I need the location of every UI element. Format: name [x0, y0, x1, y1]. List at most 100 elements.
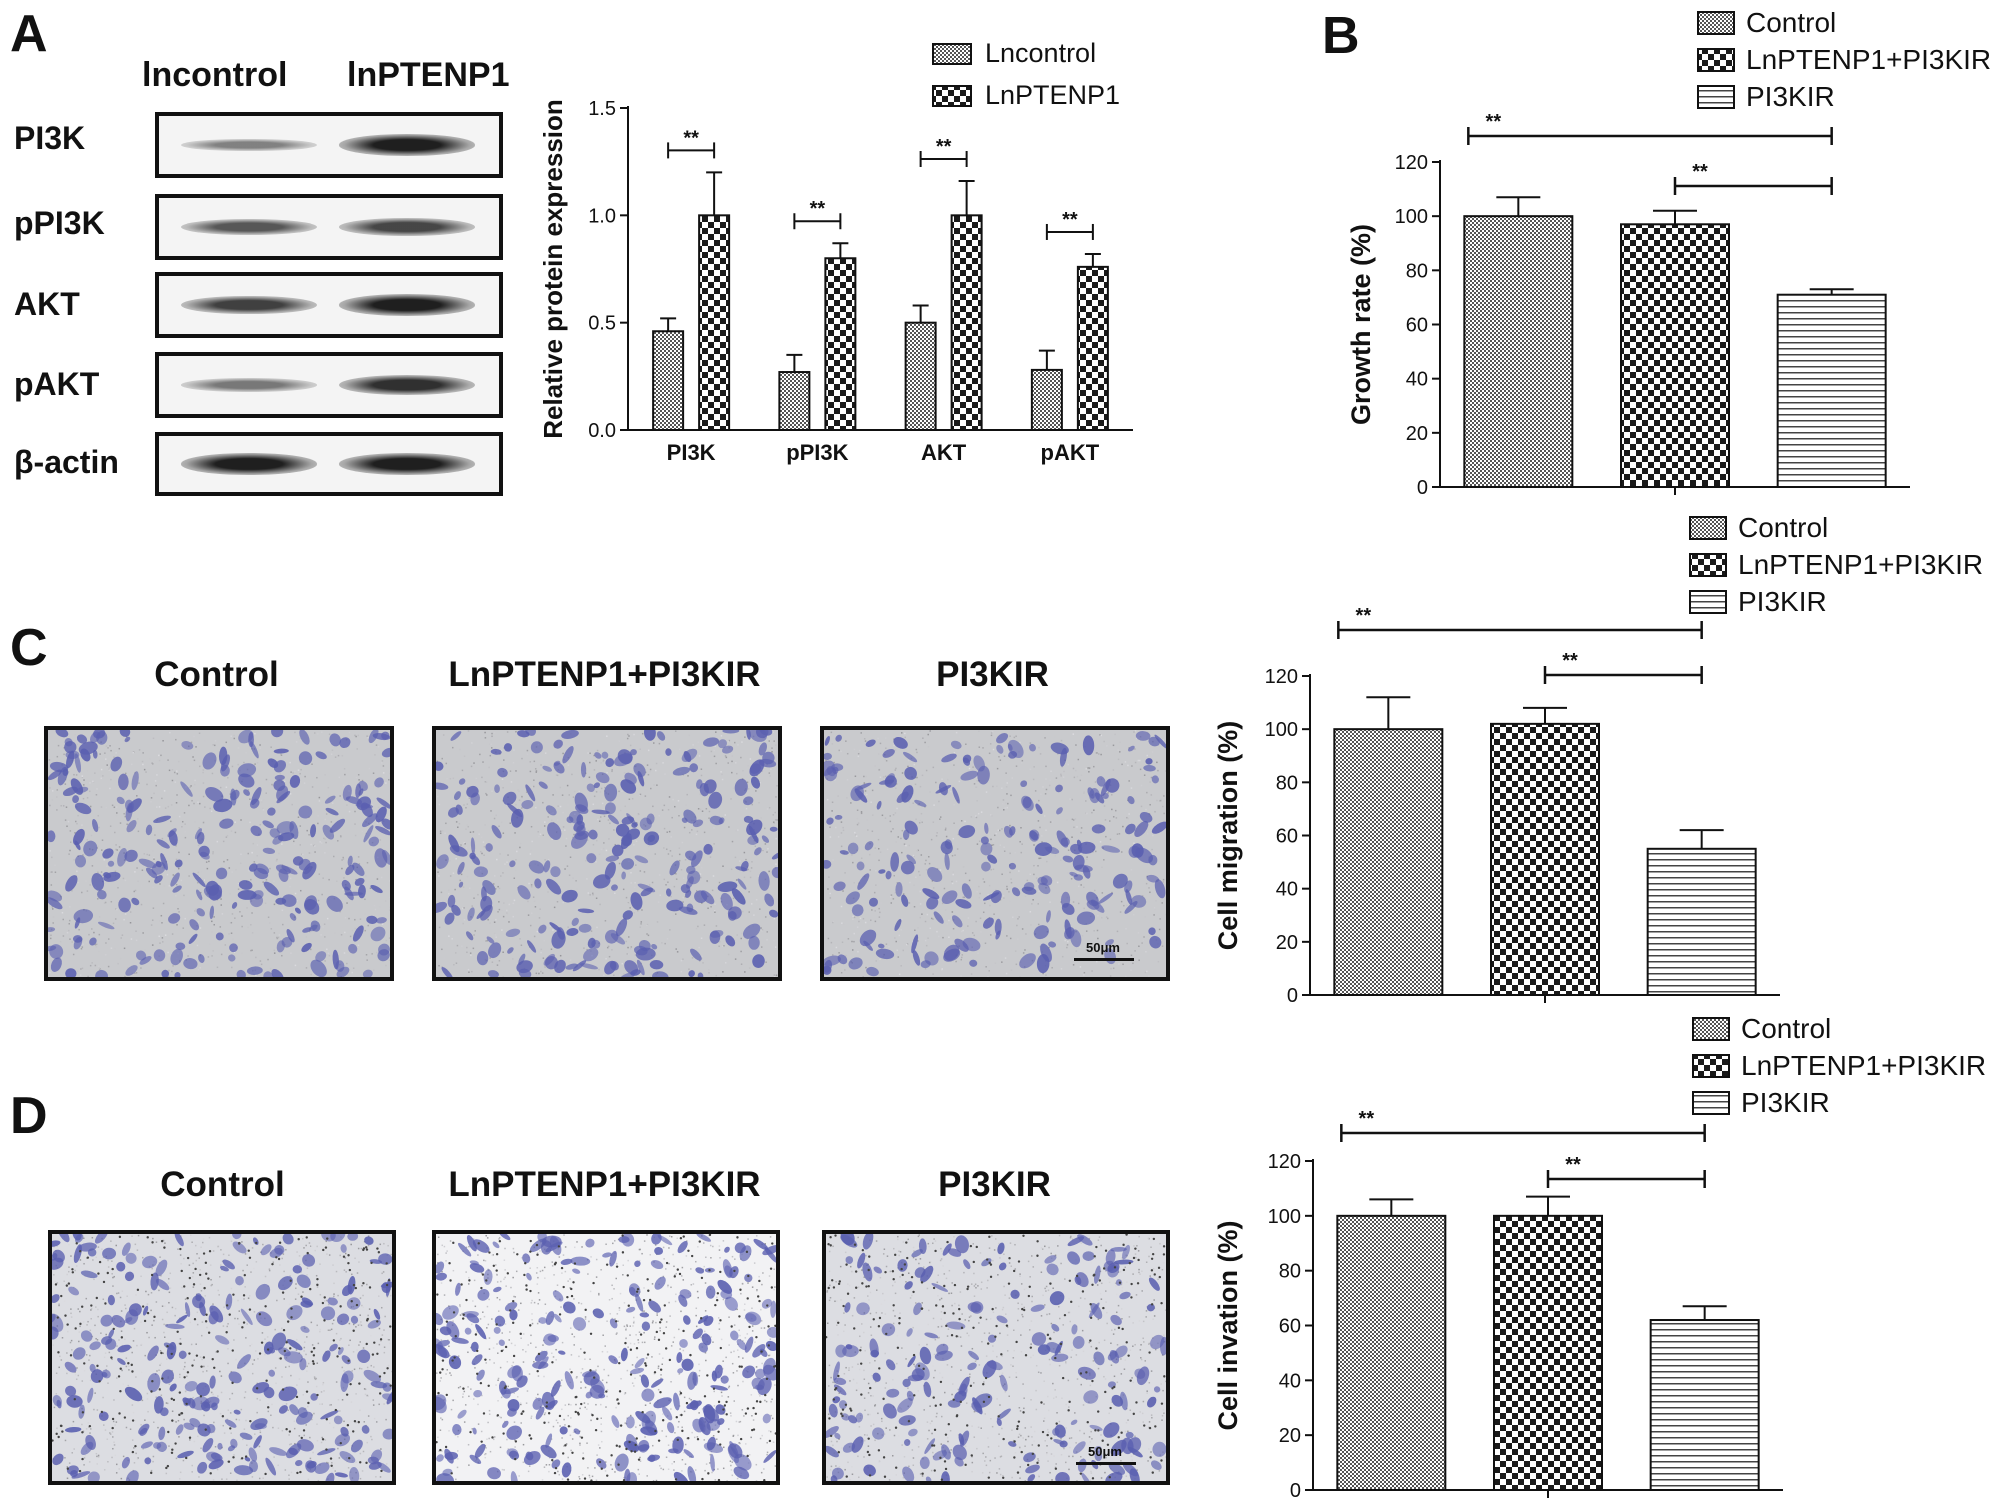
grain-dot: [198, 875, 200, 878]
grain-dot: [324, 960, 326, 962]
grain-dot: [1111, 891, 1113, 894]
grain-dot: [152, 1455, 155, 1458]
grain-dot: [254, 1433, 256, 1435]
grain-dot: [213, 916, 215, 918]
grain-dot: [116, 849, 119, 851]
stained-cell: [1048, 941, 1057, 948]
pore-dot: [352, 1329, 355, 1332]
grain-dot: [1144, 916, 1146, 918]
stained-cell: [480, 904, 493, 921]
grain-dot: [659, 894, 662, 896]
grain-dot: [976, 843, 979, 845]
grain-dot: [175, 738, 177, 741]
grain-dot: [70, 1339, 73, 1342]
grain-dot: [212, 1250, 215, 1252]
grain-dot: [993, 913, 995, 915]
grain-dot: [360, 1321, 362, 1323]
grain-dot: [122, 877, 125, 880]
pore-dot: [180, 1412, 183, 1415]
stained-cell: [586, 853, 597, 864]
pore-dot: [66, 1323, 69, 1326]
grain-dot: [603, 842, 605, 844]
grain-dot: [134, 1243, 137, 1246]
bar: [1646, 847, 1757, 996]
grain-dot: [1088, 771, 1090, 773]
grain-dot: [686, 793, 688, 796]
grain-dot: [115, 908, 117, 910]
grain-dot: [516, 850, 518, 853]
grain-dot: [737, 744, 739, 746]
grain-dot: [732, 787, 735, 790]
grain-dot: [919, 785, 922, 788]
grain-dot: [740, 937, 742, 940]
grain-dot: [184, 823, 186, 825]
stained-cell: [362, 969, 373, 977]
grain-dot: [388, 816, 390, 818]
micrograph-lnptenp1-pi3kir: [432, 1230, 780, 1485]
grain-dot: [86, 890, 89, 892]
grain-dot: [638, 974, 640, 977]
grain-dot: [973, 783, 976, 785]
grain-dot: [155, 1396, 157, 1398]
grain-dot: [608, 838, 610, 840]
grain-dot: [605, 849, 608, 852]
grain-dot: [988, 970, 990, 972]
grain-dot: [231, 966, 233, 969]
grain-dot: [110, 1240, 112, 1242]
grain-dot: [1077, 730, 1080, 733]
grain-dot: [744, 971, 746, 973]
grain-dot: [964, 820, 966, 823]
grain-dot: [111, 1260, 113, 1262]
grain-dot: [199, 1283, 202, 1285]
grain-dot: [745, 858, 747, 861]
legend-label: LnPTENP1+PI3KIR: [1741, 1050, 1986, 1081]
grain-dot: [331, 802, 334, 804]
grain-dot: [385, 939, 388, 942]
grain-dot: [365, 875, 367, 877]
pore-dot: [264, 1305, 267, 1308]
grain-dot: [1094, 889, 1096, 892]
stained-cell: [103, 872, 112, 879]
grain-dot: [112, 1420, 115, 1423]
grain-dot: [529, 770, 532, 773]
pore-dot: [265, 1379, 268, 1382]
stained-cell: [75, 855, 87, 868]
grain-dot: [481, 852, 483, 855]
grain-dot: [118, 1468, 120, 1470]
significance-label: **: [683, 127, 699, 149]
grain-dot: [136, 1344, 138, 1347]
grain-dot: [219, 1370, 221, 1373]
grain-dot: [288, 1474, 290, 1476]
grain-dot: [337, 840, 339, 842]
grain-dot: [140, 1424, 142, 1426]
grain-dot: [1015, 765, 1018, 767]
grain-dot: [894, 892, 897, 894]
grain-dot: [889, 896, 892, 898]
grain-dot: [673, 885, 676, 888]
grain-dot: [678, 748, 681, 751]
grain-dot: [163, 790, 166, 792]
grain-dot: [1076, 775, 1079, 778]
grain-dot: [158, 935, 160, 938]
grain-dot: [579, 1444, 581, 1446]
grain-dot: [153, 792, 155, 795]
grain-dot: [970, 973, 973, 975]
grain-dot: [290, 1443, 292, 1445]
grain-dot: [185, 1312, 187, 1314]
grain-dot: [942, 936, 944, 939]
stained-cell: [345, 864, 355, 876]
grain-dot: [953, 751, 956, 754]
grain-dot: [360, 1324, 363, 1327]
stained-cell: [347, 1276, 356, 1295]
grain-dot: [639, 870, 642, 872]
grain-dot: [282, 923, 284, 926]
grain-dot: [59, 1355, 61, 1358]
pore-dot: [66, 1467, 70, 1470]
grain-dot: [498, 887, 501, 890]
stained-cell: [183, 958, 198, 970]
scale-bar-label: 50μm: [1086, 940, 1120, 955]
grain-dot: [840, 821, 843, 823]
grain-dot: [1071, 798, 1073, 801]
grain-dot: [330, 1404, 332, 1406]
y-tick-label: 0.0: [588, 420, 616, 442]
